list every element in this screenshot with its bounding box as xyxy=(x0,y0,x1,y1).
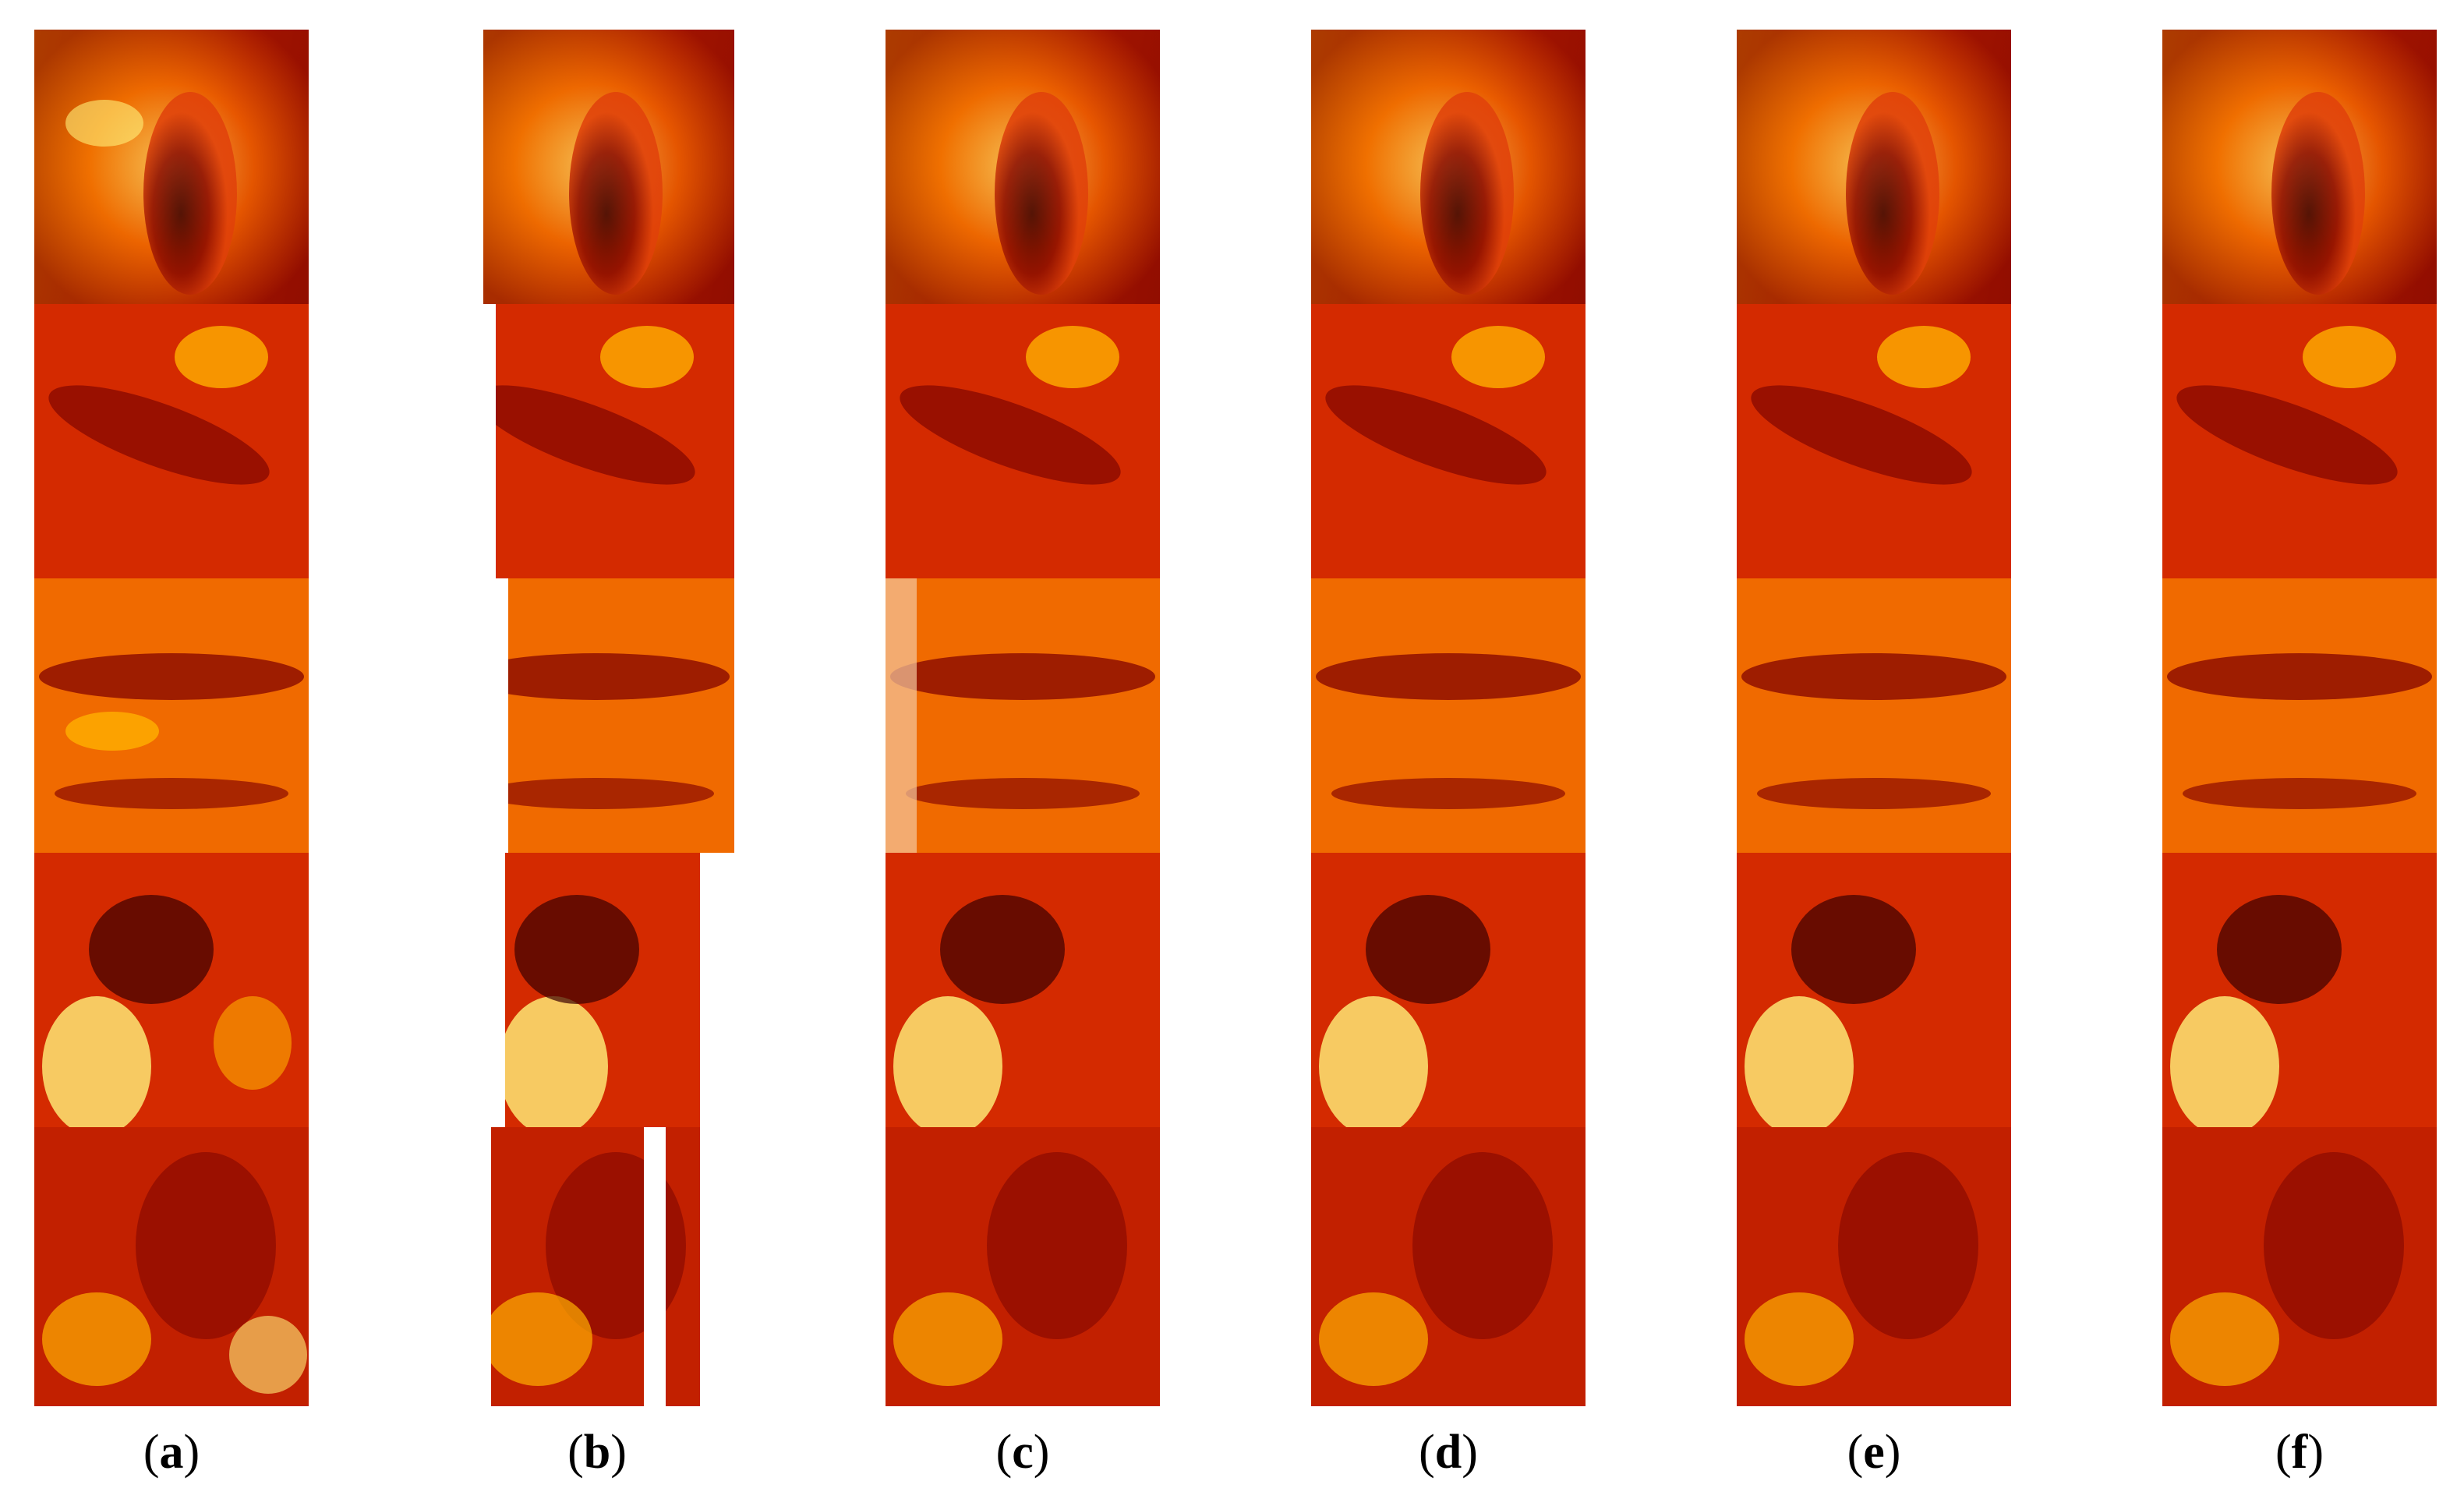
panel-b-image xyxy=(460,30,734,1406)
missing-band xyxy=(460,304,496,578)
heatmap-c xyxy=(886,30,1160,1406)
heatmap-f xyxy=(2162,30,2437,1406)
missing-band xyxy=(460,30,472,170)
caption-f: (f) xyxy=(2275,1426,2324,1479)
caption-d: (d) xyxy=(1419,1426,1478,1479)
caption-e: (e) xyxy=(1847,1426,1901,1479)
heatmap-e xyxy=(1737,30,2011,1406)
caption-b: (b) xyxy=(567,1426,627,1479)
panel-d-image xyxy=(1311,30,1586,1406)
missing-band xyxy=(460,1127,491,1406)
missing-band xyxy=(700,853,734,1406)
caption-c: (c) xyxy=(995,1426,1050,1479)
missing-band xyxy=(460,853,505,1127)
panel-c-image xyxy=(886,30,1160,1406)
heatmap-d xyxy=(1311,30,1586,1406)
caption-a: (a) xyxy=(143,1426,200,1479)
panel-e-image xyxy=(1737,30,2011,1406)
heatmap-a xyxy=(34,30,309,1406)
panel-f-image xyxy=(2162,30,2437,1406)
missing-band xyxy=(460,578,508,853)
panel-a-image xyxy=(34,30,309,1406)
missing-band xyxy=(644,1127,666,1406)
